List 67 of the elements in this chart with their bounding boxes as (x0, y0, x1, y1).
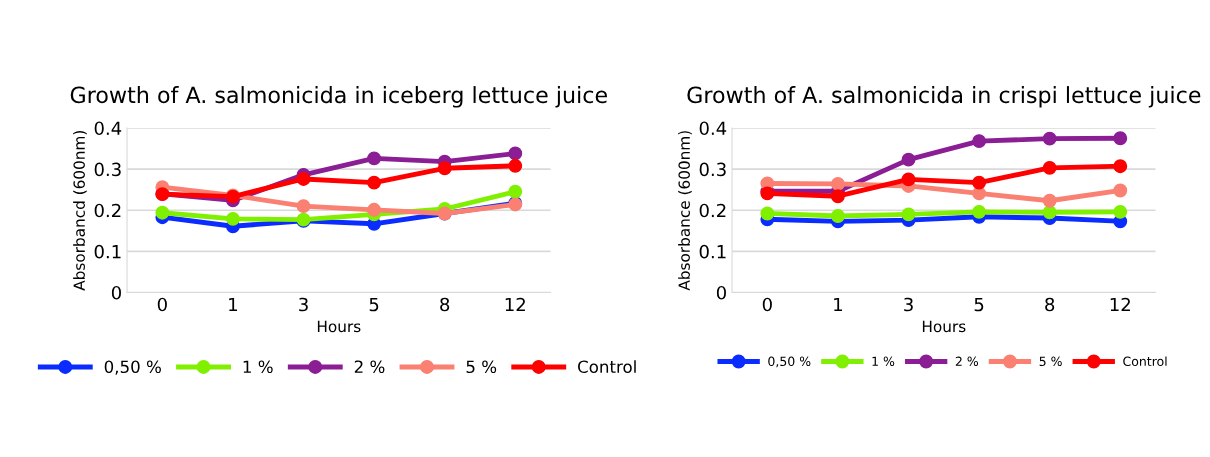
x-tick-label: 3 (299, 297, 308, 312)
point (760, 206, 775, 221)
x-tick-label: 8 (1045, 297, 1055, 312)
y-tick-label: 0.4 (699, 121, 727, 136)
y-tick-label: 0.3 (699, 162, 726, 177)
y-tick-label: 0 (716, 285, 726, 300)
point (155, 205, 170, 220)
point (1113, 183, 1128, 198)
legend-label: 2 % (354, 360, 385, 374)
y-tick-label: 0 (111, 285, 121, 300)
x-tick-label: 5 (369, 297, 379, 312)
legend-label: 0,50 % (104, 360, 161, 375)
point (508, 158, 523, 173)
point (1042, 160, 1057, 175)
point (830, 176, 845, 191)
point (1113, 159, 1128, 174)
point (437, 161, 452, 176)
point (1042, 131, 1057, 146)
legend-label: 5 % (466, 360, 497, 374)
legend-label: 2 % (955, 356, 979, 367)
legend-label: 0,50 % (768, 356, 811, 368)
y-axis-title: Absorbance (600nm) (678, 131, 692, 291)
x-tick-label: 8 (440, 297, 450, 312)
x-axis-title: Hours (317, 320, 361, 333)
x-tick-label: 1 (229, 297, 237, 312)
point (1113, 131, 1128, 146)
point (296, 172, 311, 186)
point (972, 134, 987, 149)
legend-label: 1 % (243, 360, 273, 374)
point (367, 175, 382, 190)
y-tick-label: 0.2 (699, 203, 726, 218)
point (225, 211, 240, 226)
y-axis-title: Absorbancd (600nm) (73, 130, 87, 291)
chart-title: Growth of A. salmonicida in crispi lettuce juice (687, 86, 1201, 108)
point (830, 189, 845, 204)
y-tick-label: 0.2 (94, 203, 121, 218)
x-tick-label: 1 (834, 297, 842, 312)
x-tick-label: 12 (505, 297, 525, 312)
point (972, 204, 987, 219)
legend-label: Control (578, 360, 636, 374)
x-axis-title: Hours (922, 320, 966, 333)
point (1042, 205, 1057, 220)
x-tick-label: 0 (762, 297, 772, 312)
point (901, 207, 916, 222)
point (972, 175, 987, 190)
legend-label: 1 % (872, 356, 895, 367)
x-tick-label: 12 (1110, 297, 1130, 312)
x-tick-label: 3 (904, 297, 913, 312)
point (1042, 193, 1057, 208)
y-tick-label: 0.4 (94, 121, 122, 136)
y-tick-label: 0.1 (699, 244, 726, 259)
point (367, 202, 382, 217)
x-tick-label: 0 (157, 297, 167, 312)
legend-label: 5 % (1039, 356, 1062, 367)
point (296, 199, 311, 214)
legend-label: Control (1123, 356, 1167, 367)
point (508, 184, 523, 199)
point (830, 209, 845, 223)
point (901, 172, 916, 187)
point (508, 146, 523, 161)
point (1113, 204, 1128, 219)
y-tick-label: 0.3 (94, 162, 121, 177)
y-tick-label: 0.1 (94, 244, 121, 259)
point (901, 152, 916, 167)
chart-title: Growth of A. salmonicida in iceberg lettuce juice (70, 86, 607, 108)
point (367, 151, 382, 166)
x-tick-label: 5 (974, 297, 984, 312)
